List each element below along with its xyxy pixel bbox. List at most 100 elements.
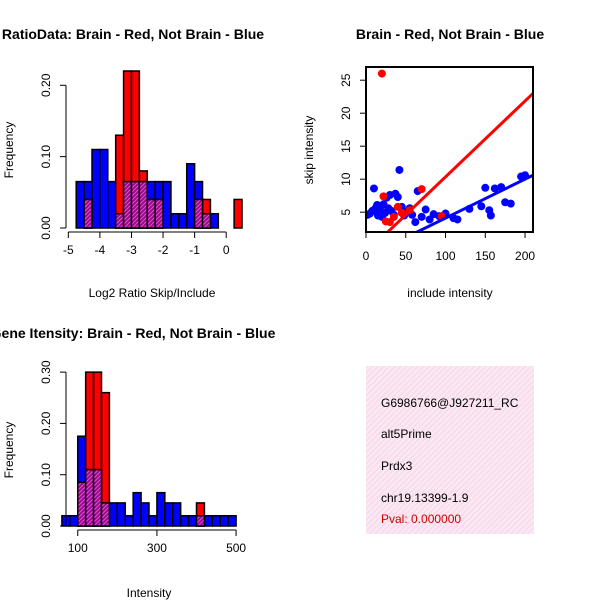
fit-line-brain [385, 92, 533, 232]
y-tick-label: 0.10 [39, 463, 53, 487]
bar-overlap [195, 514, 206, 527]
bar-not-brain [187, 514, 198, 527]
point-brain [417, 185, 426, 194]
x-tick-label: -2 [158, 243, 169, 257]
y-tick-label: 0.20 [39, 411, 53, 435]
point-not-brain [421, 205, 430, 214]
x-tick-label: 100 [68, 541, 88, 555]
p-value: Pval: 0.000000 [381, 512, 462, 526]
x-tick-label: 0 [363, 249, 370, 263]
x-tick-label: 100 [436, 249, 456, 263]
bar-overlap [130, 180, 141, 229]
bar-not-brain [203, 514, 214, 527]
bar-not-brain [99, 148, 109, 229]
x-axis-label: Intensity [127, 586, 172, 600]
x-tick-label: 50 [399, 249, 413, 263]
y-tick-label: 0.10 [39, 145, 53, 169]
x-tick-label: -1 [189, 243, 200, 257]
point-not-brain [417, 212, 426, 221]
y-axis-label: Frequency [2, 422, 16, 479]
bar-brain [233, 198, 243, 229]
bar-not-brain [108, 502, 119, 527]
bar-not-brain [75, 180, 85, 229]
x-tick-label: 0 [223, 243, 230, 257]
probe-id: G6986766@J927211_RC [381, 396, 519, 410]
y-tick-label: 15 [339, 139, 353, 153]
bar-overlap [77, 481, 87, 527]
bar-not-brain [170, 212, 180, 229]
x-axis-label: include intensity [407, 286, 492, 300]
bar-not-brain [156, 491, 166, 527]
bar-overlap [83, 198, 93, 229]
y-tick-label: 10 [339, 172, 353, 186]
bar-not-brain [116, 502, 127, 527]
event-type: alt5Prime [381, 427, 432, 441]
x-tick-label: -4 [95, 243, 106, 257]
point-not-brain [395, 165, 404, 174]
bar-overlap [193, 198, 204, 229]
point-not-brain [481, 183, 490, 192]
y-axis-label: skip intensity [302, 116, 316, 185]
bar-overlap [114, 212, 125, 229]
point-not-brain [506, 199, 515, 208]
bar-not-brain [185, 163, 196, 229]
bar-not-brain [162, 180, 172, 229]
bar-overlap [154, 198, 164, 229]
point-brain [393, 202, 402, 211]
bar-not-brain [148, 514, 158, 527]
bar-not-brain [69, 514, 79, 527]
info-panel: G6986766@J927211_RC alt5Prime Prdx3 chr1… [366, 366, 534, 534]
genomic-location: chr19.13399-1.9 [381, 491, 469, 505]
chart-title: RatioData: Brain - Red, Not Brain - Blue [2, 26, 264, 42]
y-axis-label: Frequency [2, 122, 16, 179]
chart-title: Brain - Red, Not Brain - Blue [356, 26, 544, 42]
chart-title: Gene Itensity: Brain - Red, Not Brain - … [0, 325, 276, 341]
bar-not-brain [107, 180, 117, 229]
bar-not-brain [91, 148, 101, 229]
bar-not-brain [124, 514, 134, 527]
y-tick-label: 20 [339, 106, 353, 120]
bar-overlap [146, 198, 156, 229]
point-not-brain [393, 193, 402, 202]
point-not-brain [411, 218, 420, 227]
gene-symbol: Prdx3 [381, 459, 413, 473]
bar-not-brain [172, 502, 182, 527]
x-axis-label: Log2 Ratio Skip/Include [89, 286, 216, 300]
fit-line-not-brain [413, 173, 533, 232]
x-tick-label: 300 [147, 541, 167, 555]
bar-not-brain [132, 491, 142, 527]
plot-frame [365, 66, 534, 233]
x-tick-label: -5 [63, 243, 74, 257]
y-tick-label: 0.00 [39, 514, 53, 538]
bar-overlap [100, 502, 111, 527]
scatter-plot-area [366, 69, 533, 232]
y-tick-label: 0.00 [39, 216, 53, 240]
y-tick-label: 5 [339, 209, 353, 216]
x-tick-label: 500 [226, 541, 246, 555]
bar-overlap [84, 468, 95, 527]
bar-overlap [92, 468, 103, 527]
y-tick-label: 0.20 [39, 73, 53, 97]
bar-not-brain [178, 212, 188, 229]
bar-not-brain [179, 514, 190, 527]
point-not-brain [369, 184, 378, 193]
point-brain [389, 212, 398, 221]
bar-overlap [201, 212, 212, 229]
x-tick-label: 200 [515, 249, 535, 263]
bar-not-brain [140, 502, 150, 527]
point-brain [377, 69, 386, 78]
bar-not-brain [211, 514, 221, 527]
point-not-brain [453, 215, 462, 224]
bar-not-brain [209, 212, 220, 229]
point-not-brain [477, 202, 486, 211]
x-tick-label: -3 [126, 243, 137, 257]
bar-not-brain [227, 514, 237, 527]
x-tick-label: 150 [475, 249, 495, 263]
bar-not-brain [164, 502, 174, 527]
bar-overlap [138, 180, 149, 229]
y-tick-label: 0.30 [39, 360, 53, 384]
bar-overlap [122, 180, 133, 229]
point-not-brain [490, 184, 499, 193]
y-tick-label: 25 [339, 73, 353, 87]
